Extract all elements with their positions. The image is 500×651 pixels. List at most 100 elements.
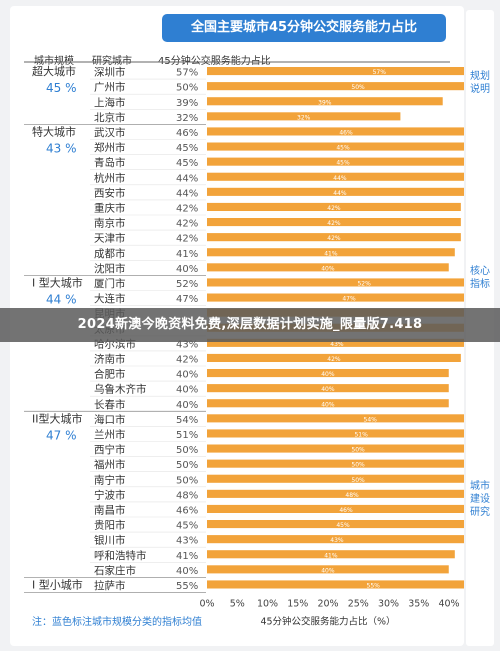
bar	[207, 157, 464, 166]
bar	[207, 399, 449, 408]
city-label: 北京市	[94, 111, 126, 124]
bar	[207, 565, 449, 574]
city-label: 海口市	[94, 413, 126, 426]
group-average: 43 %	[46, 141, 77, 155]
bar	[207, 248, 455, 257]
bar-data-label: 42%	[327, 220, 341, 227]
group-label: 特大城市	[32, 124, 76, 138]
bar	[207, 142, 464, 151]
bar	[207, 550, 455, 559]
value-label: 40%	[176, 264, 198, 275]
city-label: 西宁市	[94, 443, 126, 456]
bar	[207, 97, 443, 106]
value-label: 40%	[176, 400, 198, 411]
value-label: 42%	[176, 234, 198, 245]
value-label: 51%	[176, 430, 198, 441]
city-label: 兰州市	[94, 428, 126, 441]
bar	[207, 278, 464, 287]
value-label: 42%	[176, 219, 198, 230]
bar-data-label: 46%	[339, 507, 353, 514]
bar-data-label: 41%	[324, 552, 338, 559]
bar-data-label: 42%	[327, 205, 341, 212]
city-label: 厦门市	[94, 277, 126, 290]
city-label: 乌鲁木齐市	[94, 383, 147, 396]
x-tick-label: 15%	[287, 599, 308, 610]
bar-data-label: 43%	[330, 341, 344, 348]
value-label: 50%	[176, 445, 198, 456]
bar	[207, 414, 464, 423]
bar	[207, 293, 464, 302]
bar	[207, 489, 464, 498]
value-label: 44%	[176, 173, 198, 184]
bar-data-label: 54%	[364, 416, 378, 423]
group-label: I 型大城市	[32, 275, 83, 289]
city-label: 天津市	[94, 232, 126, 245]
city-label: 石家庄市	[94, 564, 136, 577]
bar	[207, 580, 464, 589]
city-label: 杭州市	[94, 171, 126, 184]
bar-data-label: 50%	[351, 462, 365, 469]
bar	[207, 82, 464, 91]
value-label: 48%	[176, 490, 198, 501]
city-label: 长春市	[94, 398, 126, 411]
x-tick-label: 10%	[257, 599, 278, 610]
value-label: 50%	[176, 475, 198, 486]
bar-data-label: 50%	[351, 84, 365, 91]
city-label: 合肥市	[94, 368, 126, 381]
bar-data-label: 42%	[327, 356, 341, 363]
city-label: 呼和浩特市	[94, 549, 147, 562]
group-average: 47 %	[46, 428, 77, 442]
side-text-top: 规划说明	[470, 71, 490, 95]
bar	[207, 202, 461, 211]
value-label: 40%	[176, 385, 198, 396]
bar	[207, 233, 461, 242]
bar-data-label: 46%	[339, 129, 353, 136]
bar	[207, 187, 464, 196]
city-label: 贵阳市	[94, 519, 126, 532]
bar	[207, 353, 461, 362]
bar	[207, 520, 464, 529]
city-label: 郑州市	[94, 141, 126, 154]
city-label: 南宁市	[94, 473, 126, 486]
group-label: I 型小城市	[32, 577, 83, 591]
x-tick-label: 0%	[199, 599, 214, 610]
bar-data-label: 41%	[324, 250, 338, 257]
bar-data-label: 44%	[333, 190, 347, 197]
city-label: 南昌市	[94, 503, 126, 516]
bar	[207, 127, 464, 136]
city-label: 济南市	[94, 352, 126, 365]
bar	[207, 504, 464, 513]
value-label: 44%	[176, 188, 198, 199]
city-label: 广州市	[94, 81, 126, 94]
group-average: 44 %	[46, 292, 77, 306]
bar	[207, 474, 464, 483]
value-label: 32%	[176, 113, 198, 124]
bar-data-label: 40%	[321, 567, 335, 574]
x-tick-label: 25%	[348, 599, 369, 610]
group-average: 45 %	[46, 81, 77, 95]
bar	[207, 112, 401, 121]
bar-data-label: 50%	[351, 477, 365, 484]
value-label: 43%	[176, 339, 198, 350]
bar-data-label: 47%	[342, 296, 356, 303]
bar-data-label: 45%	[336, 160, 350, 167]
city-label: 南京市	[94, 217, 126, 230]
bar	[207, 384, 449, 393]
x-tick-label: 5%	[230, 599, 245, 610]
bar	[207, 369, 449, 378]
x-axis-label: 45分钟公交服务能力占比（%）	[260, 616, 395, 628]
x-tick-label: 20%	[317, 599, 338, 610]
value-label: 42%	[176, 203, 198, 214]
value-label: 42%	[176, 354, 198, 365]
chart-title: 全国主要城市45分钟公交服务能力占比	[162, 14, 446, 42]
bar	[207, 429, 464, 438]
x-tick-label: 30%	[378, 599, 399, 610]
footnote: 注：蓝色标注城市规模分类的指标均值	[32, 617, 202, 628]
value-label: 41%	[176, 249, 198, 260]
bar-data-label: 57%	[373, 69, 387, 76]
city-label: 拉萨市	[94, 579, 126, 592]
bar-data-label: 45%	[336, 522, 350, 529]
bar-data-label: 40%	[321, 386, 335, 393]
bar-data-label: 39%	[318, 99, 332, 106]
city-label: 上海市	[94, 96, 126, 109]
